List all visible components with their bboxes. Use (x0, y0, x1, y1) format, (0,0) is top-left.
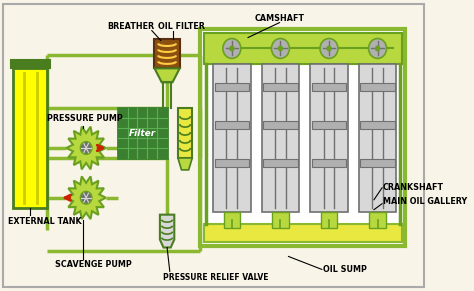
Text: OIL SUMP: OIL SUMP (323, 265, 366, 274)
Bar (213, 64, 251, 212)
Circle shape (223, 38, 241, 58)
Circle shape (272, 38, 290, 58)
Text: CRANKSHAFT: CRANKSHAFT (383, 183, 444, 192)
Polygon shape (66, 176, 106, 219)
Bar (155, 38, 180, 68)
Text: CAMSHAFT: CAMSHAFT (255, 14, 304, 23)
Text: PRESSURE RELIEF VALVE: PRESSURE RELIEF VALVE (163, 273, 268, 282)
Bar (10, 61, 50, 68)
Text: OIL FILTER: OIL FILTER (158, 22, 205, 31)
Circle shape (369, 38, 387, 58)
Text: EXTERNAL TANK: EXTERNAL TANK (8, 217, 82, 226)
Bar (264, 83, 298, 91)
Bar (321, 212, 337, 228)
FancyBboxPatch shape (3, 4, 424, 287)
Circle shape (320, 38, 338, 58)
Bar (264, 159, 298, 167)
Text: MAIN OIL GALLERY: MAIN OIL GALLERY (383, 197, 467, 206)
Bar (264, 121, 298, 129)
Polygon shape (66, 127, 106, 169)
Bar (215, 121, 249, 129)
Bar (224, 212, 240, 228)
Circle shape (278, 45, 283, 52)
Text: BREATHER: BREATHER (107, 22, 154, 31)
Circle shape (229, 45, 235, 52)
Bar (201, 29, 405, 246)
Bar (312, 121, 346, 129)
Text: Filter: Filter (129, 129, 156, 138)
Text: PRESSURE PUMP: PRESSURE PUMP (47, 113, 123, 123)
Bar (262, 64, 299, 212)
Bar (312, 83, 346, 91)
Bar (204, 223, 402, 242)
Bar (215, 83, 249, 91)
Circle shape (375, 45, 380, 52)
Circle shape (81, 142, 92, 154)
Circle shape (81, 191, 92, 204)
Polygon shape (178, 158, 192, 170)
Bar (13, 68, 47, 208)
Bar (369, 212, 386, 228)
Bar (273, 212, 289, 228)
Bar (312, 159, 346, 167)
Polygon shape (155, 68, 180, 82)
Bar (204, 33, 402, 64)
Bar (178, 108, 192, 158)
Circle shape (326, 45, 332, 52)
Bar (359, 64, 396, 212)
Bar (360, 159, 395, 167)
Bar (118, 108, 167, 158)
Polygon shape (160, 215, 174, 248)
Bar (360, 121, 395, 129)
Text: SCAVENGE PUMP: SCAVENGE PUMP (55, 260, 131, 269)
Bar (215, 159, 249, 167)
Bar (360, 83, 395, 91)
Bar (310, 64, 348, 212)
